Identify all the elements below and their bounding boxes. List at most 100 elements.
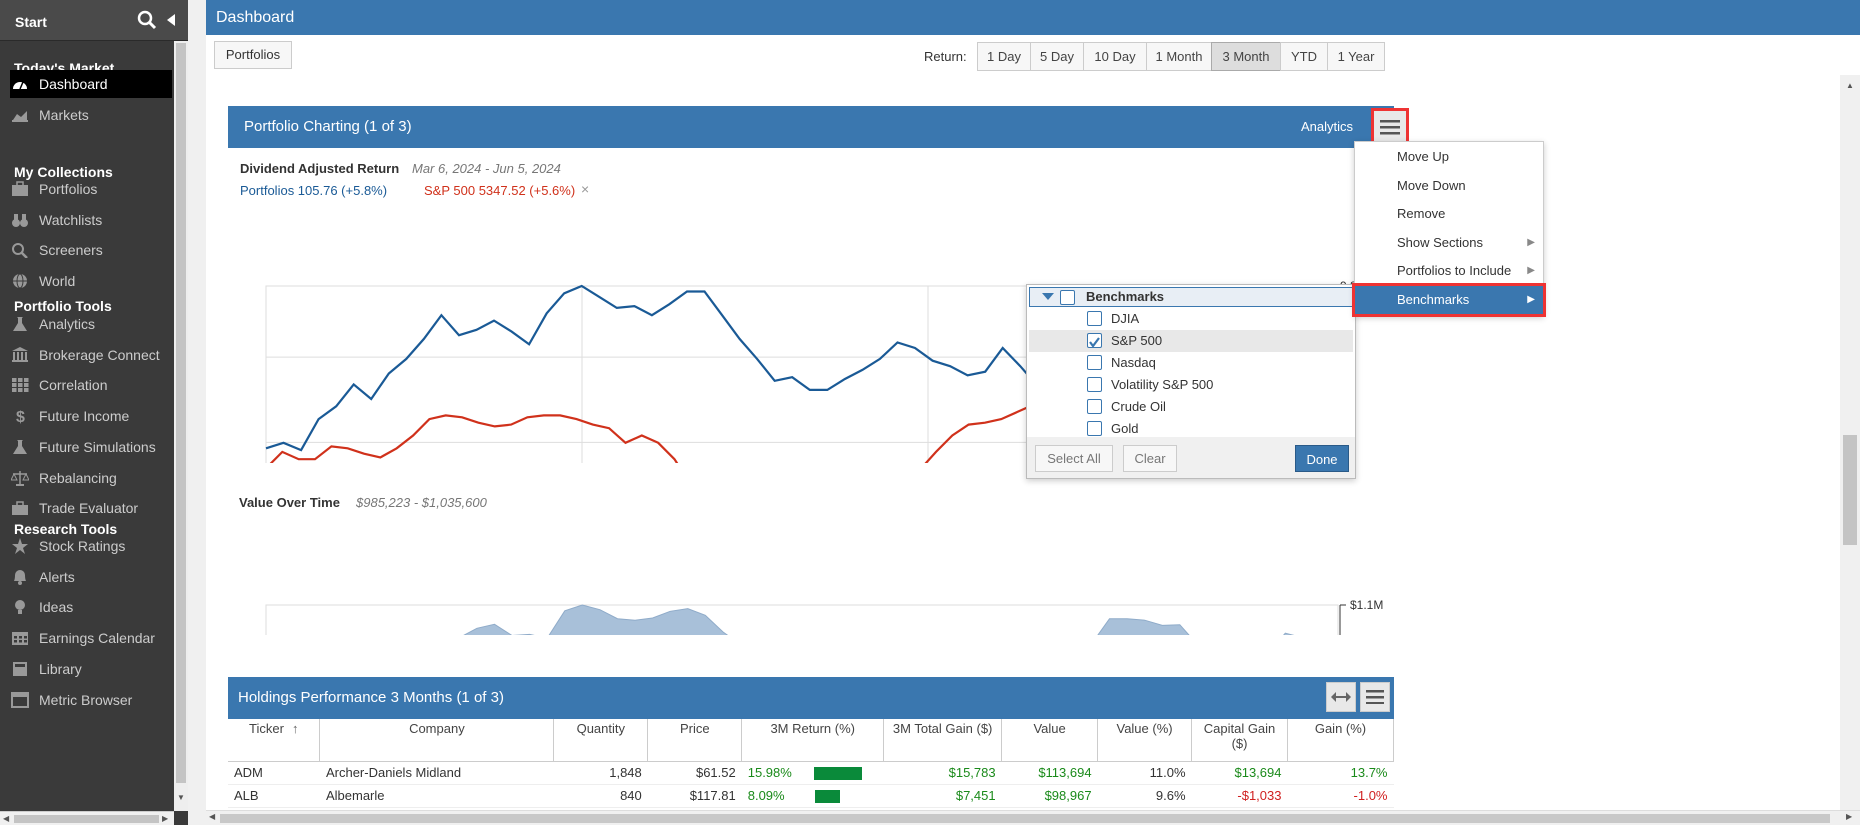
cell-text: $13,694: [1234, 765, 1282, 780]
benchmark-item-volatility-s-p-500[interactable]: Volatility S&P 500: [1029, 374, 1353, 396]
benchmark-checkbox[interactable]: [1087, 311, 1102, 326]
period-5-day-button[interactable]: 5 Day: [1030, 42, 1084, 71]
benchmark-item-nasdaq[interactable]: Nasdaq: [1029, 352, 1353, 374]
benchmark-label: Nasdaq: [1111, 355, 1156, 370]
period-10-day-button[interactable]: 10 Day: [1083, 42, 1147, 71]
period-1-year-button[interactable]: 1 Year: [1327, 42, 1385, 71]
start-label[interactable]: Start: [15, 14, 47, 30]
dashboard-icon: [13, 81, 27, 90]
sidebar-item-ideas[interactable]: Ideas: [10, 593, 172, 621]
legend-portfolios[interactable]: Portfolios 105.76 (+5.8%): [240, 183, 388, 198]
menu-item-portfolios-to-include[interactable]: Portfolios to Include ▶: [1355, 257, 1543, 285]
main-vertical-scrollbar[interactable]: ▲: [1840, 75, 1860, 810]
benchmark-item-djia[interactable]: DJIA: [1029, 308, 1353, 330]
sidebar-item-label: Screeners: [39, 242, 103, 259]
column-header[interactable]: Ticker ↑: [228, 719, 321, 762]
cell-quantity: 840: [553, 784, 648, 808]
column-header[interactable]: Price: [647, 719, 743, 762]
column-header[interactable]: 3M Total Gain ($): [883, 719, 1003, 762]
sidebar-item-label: Earnings Calendar: [39, 630, 155, 647]
table-row[interactable]: ALB Albemarle 840 $117.81 8.09% $7,451 $98,967…: [228, 784, 1394, 808]
benchmark-checkbox[interactable]: [1087, 333, 1102, 348]
menu-item-remove[interactable]: Remove: [1355, 200, 1543, 228]
expand-width-button[interactable]: [1326, 682, 1356, 712]
sidebar-item-screeners[interactable]: Screeners: [10, 236, 172, 264]
menu-item-move-down[interactable]: Move Down: [1355, 172, 1543, 200]
sort-arrow-icon[interactable]: ↑: [291, 721, 299, 736]
benchmarks-all-checkbox[interactable]: [1060, 290, 1075, 305]
sidebar-item-alerts[interactable]: Alerts: [10, 563, 172, 591]
period-3-month-button[interactable]: 3 Month: [1211, 42, 1281, 71]
benchmark-label: S&P 500: [1111, 333, 1163, 348]
bank-icon: [12, 346, 28, 362]
menu-item-move-up[interactable]: Move Up: [1355, 143, 1543, 171]
column-header[interactable]: Company: [319, 719, 555, 762]
benchmark-checkbox[interactable]: [1087, 421, 1102, 436]
clear-button[interactable]: Clear: [1123, 445, 1177, 472]
cell-value-pct: 11.0%: [1097, 761, 1192, 785]
expand-arrows-icon: [1331, 692, 1351, 702]
column-header[interactable]: Value (%): [1097, 719, 1193, 762]
benchmarks-header[interactable]: Benchmarks: [1029, 287, 1353, 307]
submenu-arrow-icon: ▶: [1527, 294, 1535, 305]
sidebar-item-analytics[interactable]: Analytics: [10, 310, 172, 338]
cell-text: 840: [620, 788, 642, 803]
column-header[interactable]: 3M Return (%): [741, 719, 885, 762]
done-button[interactable]: Done: [1295, 445, 1349, 472]
sidebar-item-trade-evaluator[interactable]: Trade Evaluator: [10, 494, 172, 522]
cell-gain: $7,451: [883, 784, 1002, 808]
sidebar-item-stock-ratings[interactable]: Stock Ratings: [10, 532, 172, 560]
cell-text: $117.81: [689, 788, 736, 803]
sidebar-item-earnings-calendar[interactable]: Earnings Calendar: [10, 624, 172, 652]
sidebar-scrollbar[interactable]: ▼: [174, 41, 188, 811]
sidebar-item-future-income[interactable]: $ Future Income: [10, 402, 172, 430]
sidebar-item-rebalancing[interactable]: Rebalancing: [10, 464, 172, 492]
holdings-table: Ticker ↑ Company Quantity Price 3M Return (%)…: [228, 719, 1395, 808]
main-horizontal-scrollbar[interactable]: ◀ ▶: [206, 810, 1860, 825]
period-1-day-button[interactable]: 1 Day: [977, 42, 1031, 71]
sidebar-horizontal-scrollbar[interactable]: ◀ ▶: [0, 811, 174, 825]
benchmark-item-gold[interactable]: Gold: [1029, 418, 1353, 440]
sidebar-item-markets[interactable]: Markets: [10, 101, 172, 129]
period-1-month-button[interactable]: 1 Month: [1146, 42, 1212, 71]
sidebar-item-brokerage-connect[interactable]: Brokerage Connect: [10, 341, 172, 369]
benchmark-checkbox[interactable]: [1087, 377, 1102, 392]
benchmark-checkbox[interactable]: [1087, 355, 1102, 370]
column-header[interactable]: Value: [1001, 719, 1099, 762]
table-row[interactable]: ADM Archer-Daniels Midland 1,848 $61.52 15.9…: [228, 761, 1394, 785]
dashboard-content: Portfolio Charting (1 of 3) Analytics Di…: [206, 75, 1840, 810]
sidebar-item-dashboard[interactable]: Dashboard: [10, 70, 172, 98]
benchmark-checkbox[interactable]: [1087, 399, 1102, 414]
portfolios-button[interactable]: Portfolios: [214, 41, 292, 69]
sidebar-item-watchlists[interactable]: Watchlists: [10, 206, 172, 234]
page-title: Dashboard: [216, 9, 295, 26]
sidebar-item-label: Correlation: [39, 377, 108, 394]
sidebar-item-portfolios[interactable]: Portfolios: [10, 175, 172, 203]
sidebar-item-metric-browser[interactable]: Metric Browser: [10, 686, 172, 714]
menu-item-show-sections[interactable]: Show Sections ▶: [1355, 229, 1543, 257]
period-ytd-button[interactable]: YTD: [1280, 42, 1328, 71]
sidebar-item-correlation[interactable]: Correlation: [10, 371, 172, 399]
benchmarks-footer: Select All Clear Done: [1027, 437, 1355, 478]
column-header[interactable]: Quantity: [553, 719, 649, 762]
legend-sp500[interactable]: S&P 500 5347.52 (+5.6%): [424, 183, 576, 198]
menu-item-benchmarks[interactable]: Benchmarks ▶: [1352, 283, 1546, 317]
collapse-sidebar-icon[interactable]: [165, 13, 177, 27]
column-header[interactable]: Capital Gain ($): [1191, 719, 1288, 762]
benchmark-item-crude-oil[interactable]: Crude Oil: [1029, 396, 1353, 418]
briefcase-icon: [10, 180, 30, 198]
select-all-button[interactable]: Select All: [1035, 445, 1113, 472]
column-header[interactable]: Gain (%): [1287, 719, 1395, 762]
binoculars-icon: [12, 213, 28, 227]
holdings-menu-button[interactable]: [1360, 682, 1390, 712]
collapse-triangle-icon[interactable]: [1042, 293, 1054, 300]
calendar-icon: [10, 629, 30, 647]
sidebar-item-library[interactable]: Library: [10, 655, 172, 683]
sidebar-item-world[interactable]: World: [10, 267, 172, 295]
search-icon[interactable]: [137, 10, 157, 30]
analytics-label[interactable]: Analytics: [1301, 119, 1354, 134]
benchmark-item-s-p-500[interactable]: S&P 500: [1029, 330, 1353, 352]
holdings-header-row: Ticker ↑ Company Quantity Price 3M Return (%)…: [228, 719, 1395, 762]
legend-remove-icon[interactable]: ×: [581, 181, 590, 197]
sidebar-item-future-simulations[interactable]: Future Simulations: [10, 433, 172, 461]
